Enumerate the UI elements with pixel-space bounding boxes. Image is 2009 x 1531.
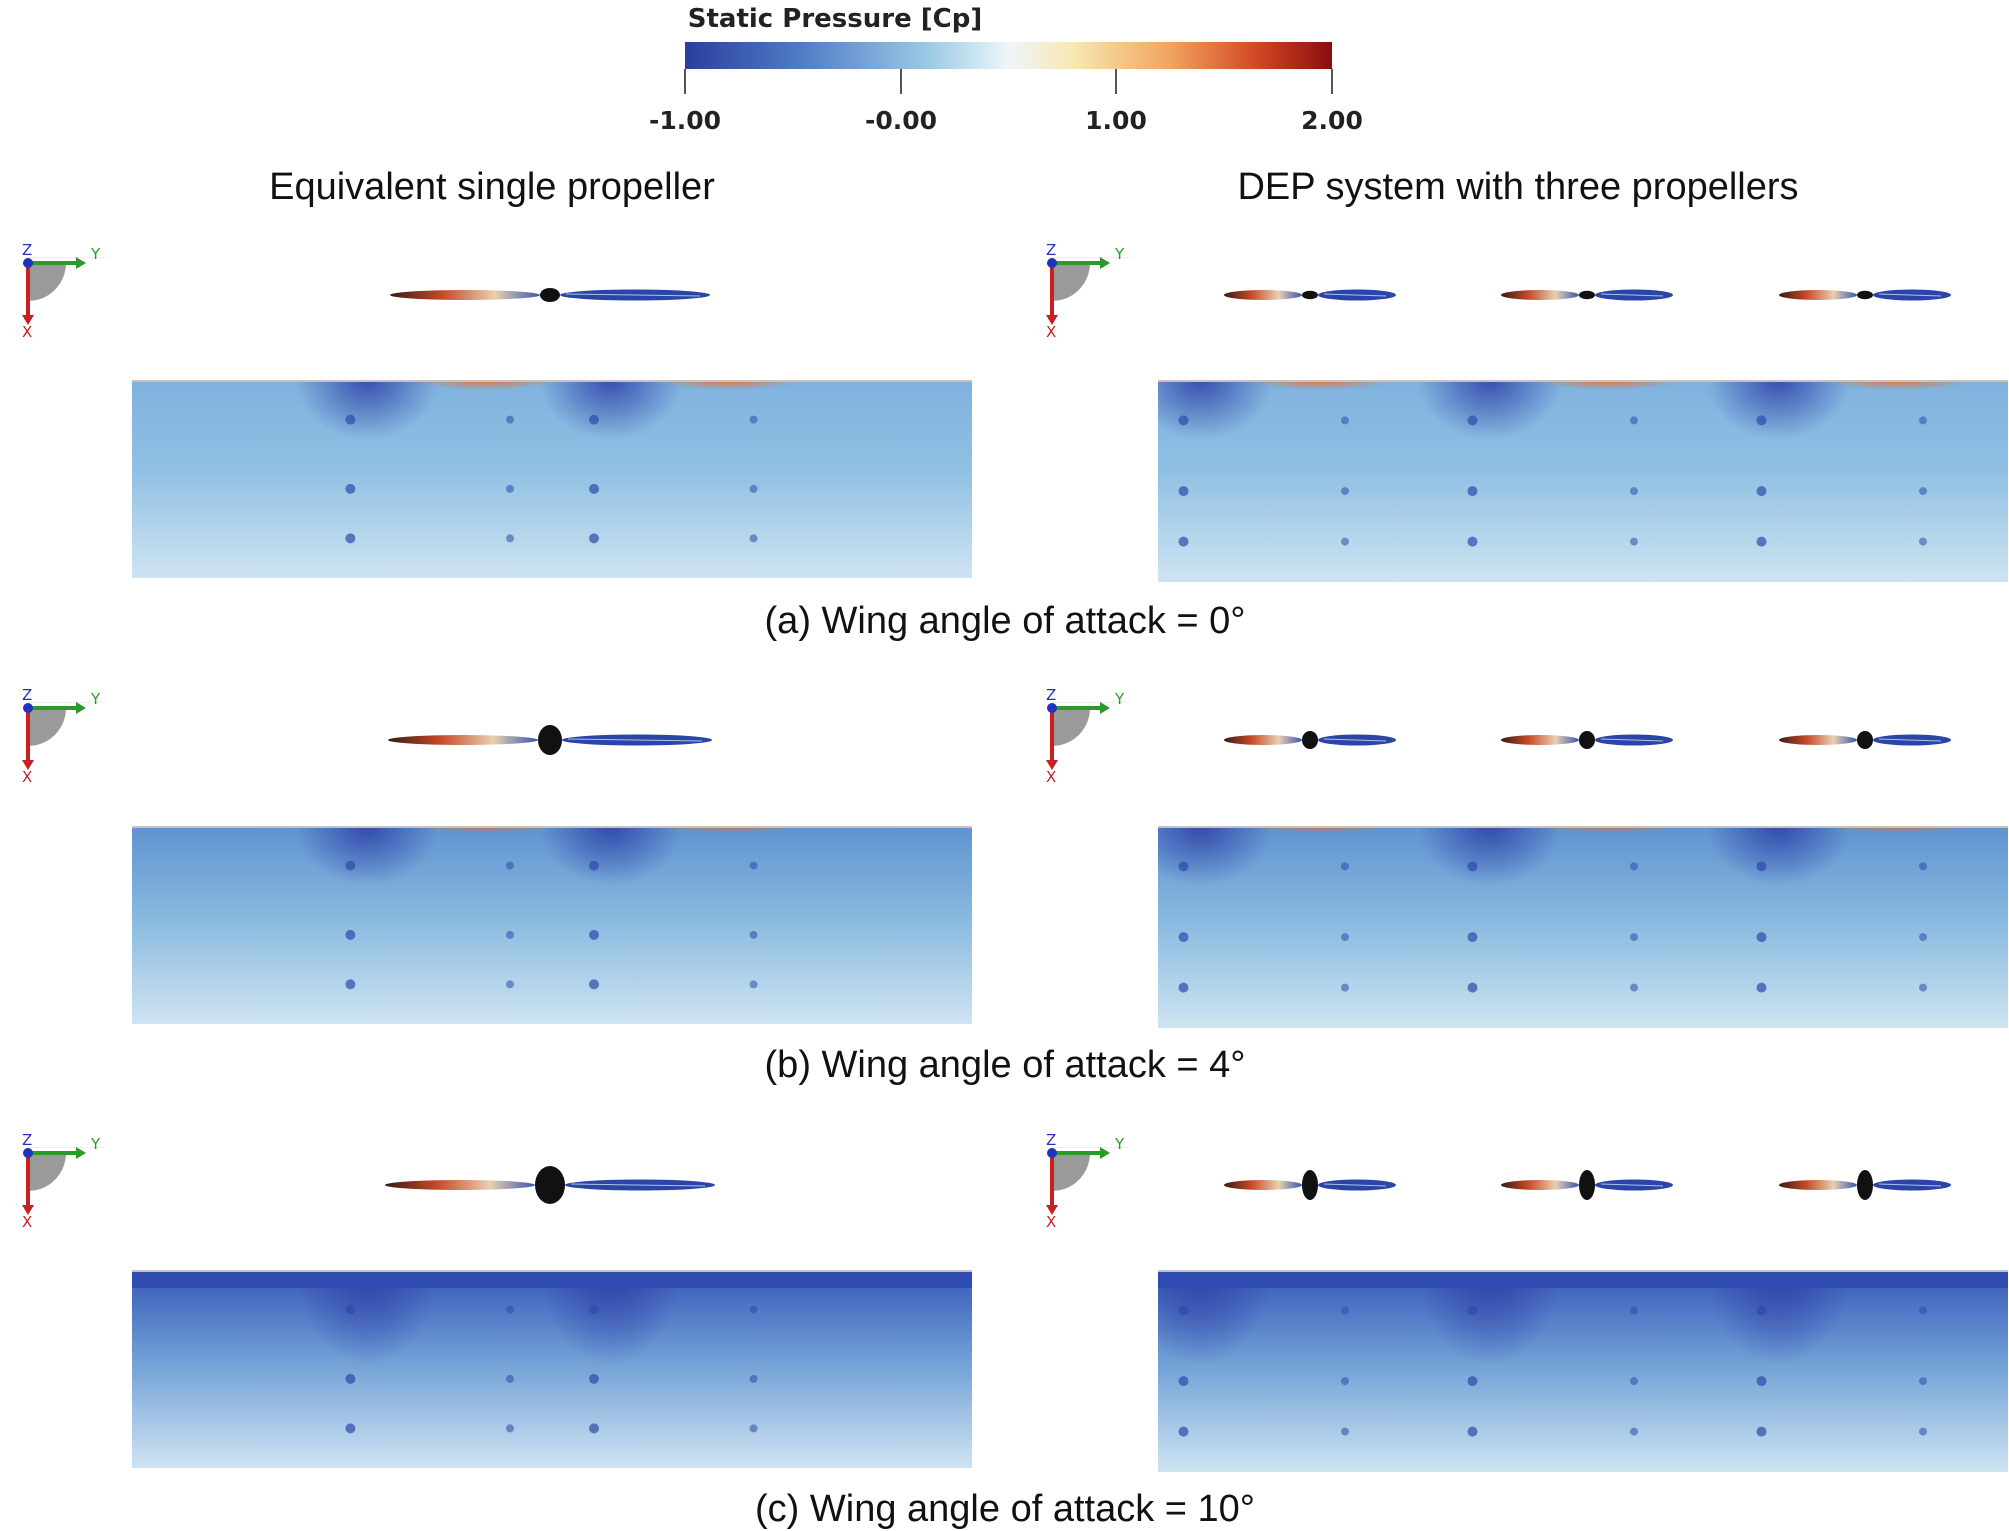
axis-x-label: X (22, 323, 32, 341)
colorbar-tick (1115, 69, 1117, 94)
pressure-contour-image (132, 380, 972, 578)
propeller-blade-icon (1501, 289, 1673, 301)
pressure-contour-image (1158, 1270, 2008, 1472)
pressure-contour-image (1158, 826, 2008, 1028)
pressure-contour-image (132, 826, 972, 1024)
pressure-contour-field (132, 1270, 972, 1468)
propeller-view (1195, 720, 1975, 760)
axis-triad: Z Y X (1040, 235, 1140, 345)
axis-z-label: Z (22, 241, 32, 259)
axis-triad: Z Y X (1040, 680, 1140, 790)
propeller-blade-icon (388, 725, 712, 755)
propeller-blade-icon (1501, 1170, 1673, 1200)
propeller-view (1195, 1165, 1975, 1205)
axis-triad-icon: Z Y X (22, 241, 106, 341)
axis-triad: Z Y X (16, 235, 116, 345)
axis-x-label: X (1046, 323, 1056, 341)
axis-y-label: Y (1114, 1135, 1125, 1153)
pressure-contour-field (1158, 1270, 2008, 1472)
axis-z-label: Z (22, 1131, 32, 1149)
propeller-blade-icon (1224, 731, 1396, 749)
propeller-blade-icon (1779, 1170, 1951, 1200)
axis-triad-icon: Z Y X (1046, 241, 1130, 341)
axis-y-label: Y (1114, 690, 1125, 708)
colorbar-gradient (685, 42, 1332, 69)
propeller-blade-icon (390, 288, 710, 302)
axis-x-label: X (1046, 768, 1056, 786)
axis-triad-icon: Z Y X (1046, 1131, 1130, 1231)
propeller-view (1195, 275, 1975, 315)
caption-row-b: (b) Wing angle of attack = 4° (764, 1044, 1246, 1086)
pressure-contour-field (1158, 826, 2008, 1028)
colorbar-tick-label: -1.00 (648, 106, 722, 135)
axis-z-label: Z (1046, 1131, 1056, 1149)
axis-z-label: Z (22, 686, 32, 704)
axis-x-label: X (22, 1213, 32, 1231)
caption-row-a: (a) Wing angle of attack = 0° (764, 600, 1246, 642)
pressure-contour-image (1158, 380, 2008, 582)
axis-y-label: Y (90, 245, 101, 263)
axis-x-label: X (1046, 1213, 1056, 1231)
axis-triad-icon: Z Y X (1046, 686, 1130, 786)
propeller-blade-icon (1501, 731, 1673, 749)
propeller-blade-icon (1224, 1170, 1396, 1200)
propeller-blade-icon (1779, 289, 1951, 301)
axis-triad-icon: Z Y X (22, 686, 106, 786)
axis-y-label: Y (1114, 245, 1125, 263)
axis-z-label: Z (1046, 241, 1056, 259)
propeller-blade-icon (1224, 289, 1396, 301)
pressure-contour-field (1158, 380, 2008, 582)
axis-triad: Z Y X (16, 680, 116, 790)
axis-y-label: Y (90, 690, 101, 708)
colorbar-tick (684, 69, 686, 94)
pressure-contour-image (132, 1270, 972, 1468)
right-column-title: DEP system with three propellers (1237, 166, 1799, 208)
propeller-blade-icon (1779, 731, 1951, 749)
colorbar-tick-label: 2.00 (1301, 106, 1363, 135)
pressure-contour-field (132, 826, 972, 1024)
axis-x-label: X (22, 768, 32, 786)
propeller-view (370, 720, 730, 760)
colorbar-tick-label: -0.00 (864, 106, 938, 135)
colorbar-title: Static Pressure [Cp] (687, 4, 983, 34)
caption-row-c: (c) Wing angle of attack = 10° (755, 1488, 1255, 1530)
colorbar-tick (1331, 69, 1333, 94)
pressure-contour-field (132, 380, 972, 578)
axis-triad: Z Y X (1040, 1125, 1140, 1235)
propeller-blade-icon (385, 1166, 715, 1204)
propeller-view (370, 275, 730, 315)
colorbar-tick-label: 1.00 (1085, 106, 1147, 135)
left-column-title: Equivalent single propeller (269, 166, 715, 208)
axis-y-label: Y (90, 1135, 101, 1153)
propeller-view (370, 1165, 730, 1205)
axis-z-label: Z (1046, 686, 1056, 704)
axis-triad: Z Y X (16, 1125, 116, 1235)
axis-triad-icon: Z Y X (22, 1131, 106, 1231)
colorbar-tick (900, 69, 902, 94)
